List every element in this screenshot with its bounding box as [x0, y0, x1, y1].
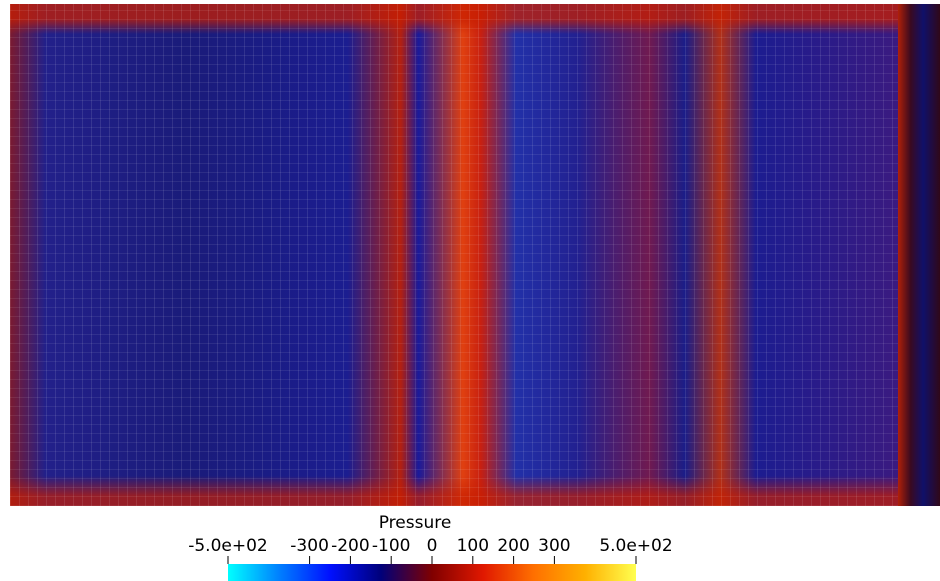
tick-label: 200 — [497, 536, 529, 556]
pressure-field — [10, 4, 898, 506]
tick-label: 100 — [457, 536, 489, 556]
tick-label: -5.0e+02 — [188, 536, 268, 556]
boundary-strip — [898, 4, 940, 506]
tick-label: 0 — [427, 536, 438, 556]
tick-label: -200 — [331, 536, 370, 556]
tick-label: 300 — [538, 536, 570, 556]
tick-label: 5.0e+02 — [599, 536, 672, 556]
colorbar-title: Pressure — [379, 513, 452, 533]
colorbar — [228, 564, 636, 581]
tick-label: -100 — [372, 536, 411, 556]
tick-label: -300 — [290, 536, 329, 556]
